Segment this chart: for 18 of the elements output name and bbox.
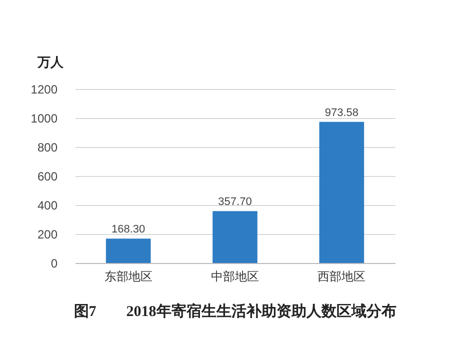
x-tick-label: 中部地区 [211, 270, 259, 284]
bar [319, 122, 364, 263]
x-tick-label: 西部地区 [318, 270, 366, 284]
y-axis-title: 万人 [36, 54, 64, 70]
bar [106, 238, 151, 263]
y-tick-label: 600 [37, 170, 58, 184]
y-tick-label: 1200 [30, 82, 58, 96]
y-tick-label: 0 [50, 256, 58, 270]
data-label: 168.30 [112, 224, 146, 236]
y-tick-label: 200 [37, 228, 58, 242]
bar [212, 211, 258, 263]
text: 图7 2018年寄宿生生活补助资助人数区域分布 [74, 302, 396, 320]
data-label: 357.70 [218, 196, 252, 208]
y-tick-label: 400 [37, 198, 58, 212]
data-label: 973.58 [324, 106, 358, 119]
y-tick-label: 800 [37, 140, 58, 154]
y-tick-label: 1000 [30, 112, 58, 126]
x-tick-label: 东部地区 [104, 270, 152, 284]
